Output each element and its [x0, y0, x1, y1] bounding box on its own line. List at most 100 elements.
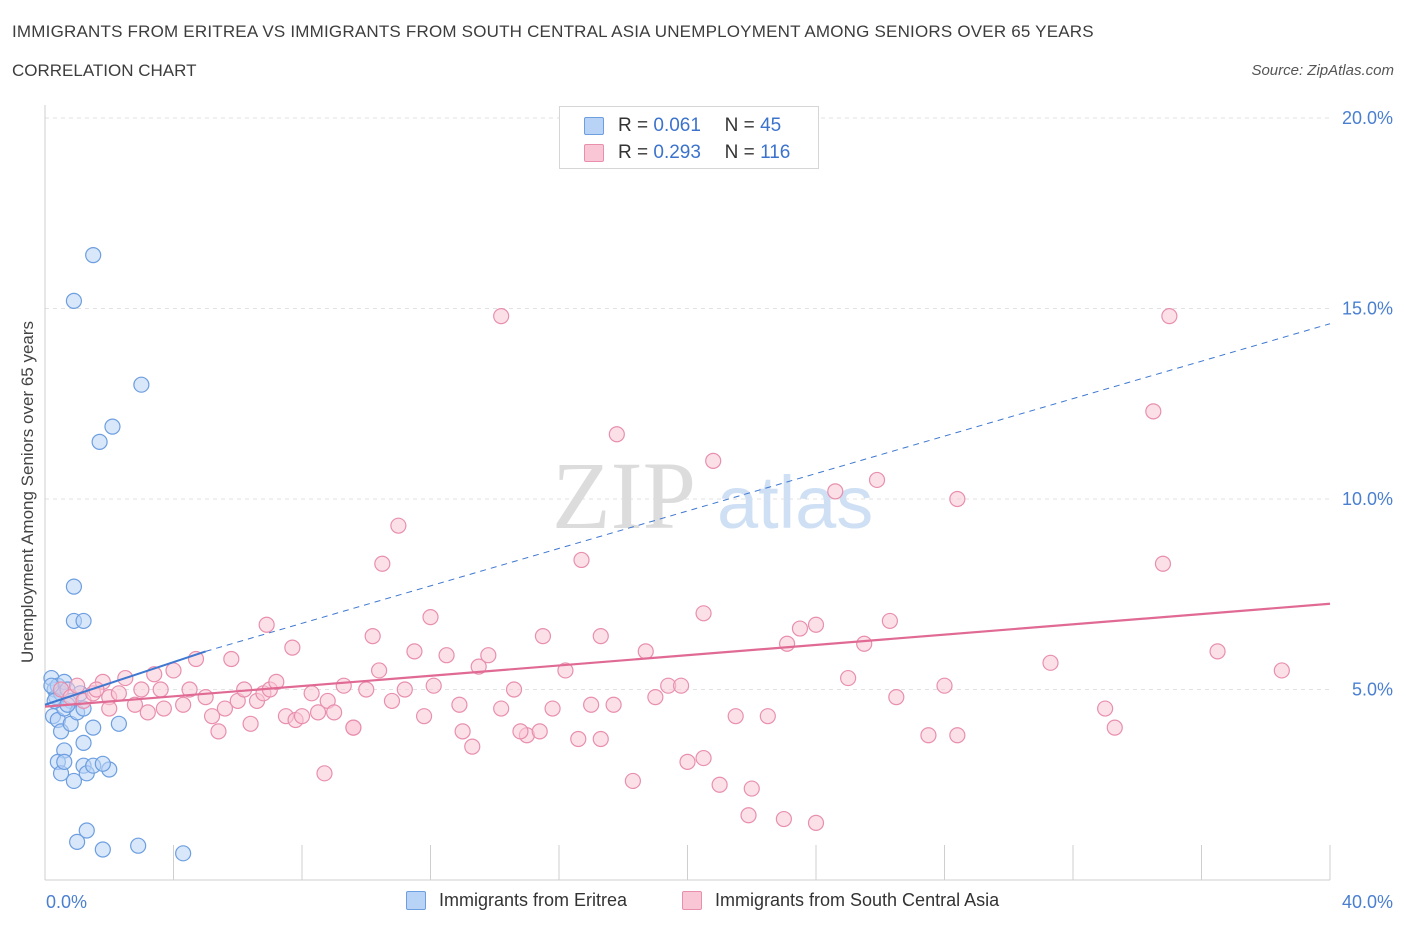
watermark-zip: ZIP	[552, 442, 696, 549]
eritrea-point	[75, 734, 92, 751]
eritrea-point	[110, 715, 127, 732]
south-central-asia-point	[1097, 700, 1114, 717]
south-central-asia-point	[155, 700, 172, 717]
x-tick-label-max: 40.0%	[1342, 892, 1393, 912]
south-central-asia-point	[949, 490, 966, 508]
south-central-asia-point	[637, 643, 654, 660]
south-central-asia-point	[364, 628, 381, 645]
south-central-asia-point	[534, 628, 552, 645]
eritrea-point	[85, 719, 102, 736]
legend-r-label: R =	[618, 142, 649, 163]
eritrea-point	[130, 837, 147, 854]
south-central-asia-point	[415, 708, 433, 725]
south-central-asia-point	[451, 696, 468, 713]
south-central-asia-point	[303, 685, 320, 702]
eritrea-point	[85, 247, 102, 264]
south-central-asia-point	[679, 753, 696, 770]
x-ticks	[44, 845, 1331, 880]
y-tick-label: 20.0%	[1342, 108, 1393, 128]
eritrea-point	[56, 753, 73, 770]
south-central-asia-point	[69, 677, 86, 694]
south-central-asia-point	[711, 776, 728, 793]
series-eritrea-points	[43, 247, 192, 862]
eritrea-point	[133, 376, 150, 393]
south-central-asia-point	[493, 700, 510, 717]
eritrea-point	[175, 845, 192, 862]
south-central-asia-point	[345, 719, 362, 736]
south-central-asia-point	[175, 696, 192, 713]
trend-line-eritrea-extension	[205, 323, 1331, 652]
eritrea-point	[91, 433, 108, 450]
south-central-asia-point	[531, 723, 548, 740]
trend-line-eritrea	[44, 650, 206, 706]
south-central-asia-point	[383, 692, 401, 710]
legend-swatch-eritrea	[584, 117, 604, 135]
south-central-asia-point	[326, 704, 343, 721]
south-central-asia-point	[557, 662, 574, 679]
legend-n-value-south-central-asia: 116	[760, 142, 791, 163]
south-central-asia-point	[512, 723, 529, 740]
x-tick-label-min: 0.0%	[46, 892, 87, 912]
south-central-asia-point	[197, 689, 214, 706]
south-central-asia-point	[223, 650, 240, 668]
south-central-asia-point	[949, 727, 966, 744]
south-central-asia-point	[608, 426, 625, 443]
watermark-atlas: atlas	[717, 461, 873, 544]
series-south-central-asia-points	[52, 308, 1290, 831]
south-central-asia-point	[284, 639, 301, 656]
south-central-asia-point	[210, 723, 227, 740]
south-central-asia-point	[110, 685, 127, 702]
south-central-asia-point	[493, 308, 510, 325]
south-central-asia-point	[1154, 555, 1172, 572]
south-central-asia-point	[316, 765, 333, 782]
south-central-asia-point	[335, 677, 352, 694]
watermark: ZIP atlas	[552, 442, 873, 549]
south-central-asia-point	[840, 669, 857, 687]
south-central-asia-point	[470, 658, 487, 675]
south-central-asia-point	[258, 616, 275, 633]
south-central-asia-point	[396, 681, 413, 698]
bottom-legend-swatch-south-central-asia	[682, 891, 702, 910]
eritrea-point	[65, 772, 83, 790]
south-central-asia-point	[454, 723, 471, 740]
gridlines	[45, 117, 1330, 690]
legend-n-value-eritrea: 45	[760, 115, 782, 136]
trend-lines	[44, 323, 1331, 708]
south-central-asia-point	[583, 696, 600, 713]
eritrea-point	[94, 755, 111, 772]
eritrea-point	[78, 822, 95, 839]
chart-subtitle: CORRELATION CHART	[12, 61, 197, 80]
south-central-asia-point	[881, 612, 898, 630]
south-central-asia-point	[1145, 403, 1162, 420]
south-central-asia-point	[695, 605, 712, 622]
south-central-asia-point	[624, 772, 641, 790]
south-central-asia-point	[775, 810, 792, 828]
eritrea-point	[104, 418, 121, 435]
eritrea-point	[65, 292, 83, 309]
eritrea-point	[94, 841, 111, 858]
south-central-asia-point	[126, 696, 144, 713]
south-central-asia-point	[592, 628, 609, 645]
eritrea-point	[65, 578, 83, 595]
south-central-asia-point	[807, 616, 825, 633]
bottom-legend-label-eritrea: Immigrants from Eritrea	[439, 890, 628, 910]
south-central-asia-point	[505, 681, 523, 698]
eritrea-point	[75, 612, 92, 630]
south-central-asia-point	[1106, 719, 1123, 736]
south-central-asia-point	[133, 681, 150, 698]
south-central-asia-point	[464, 738, 481, 755]
south-central-asia-point	[573, 551, 590, 569]
south-central-asia-point	[438, 647, 455, 664]
south-central-asia-point	[695, 749, 712, 767]
south-central-asia-point	[672, 677, 690, 694]
south-central-asia-point	[888, 689, 905, 706]
chart-source: Source: ZipAtlas.com	[1251, 62, 1394, 79]
chart-title: IMMIGRANTS FROM ERITREA VS IMMIGRANTS FR…	[12, 22, 1094, 41]
y-tick-label: 5.0%	[1352, 680, 1393, 700]
y-tick-label: 15.0%	[1342, 299, 1393, 319]
south-central-asia-point	[807, 814, 825, 831]
south-central-asia-point	[936, 677, 953, 694]
south-central-asia-point	[293, 708, 311, 725]
south-central-asia-point	[374, 555, 391, 572]
